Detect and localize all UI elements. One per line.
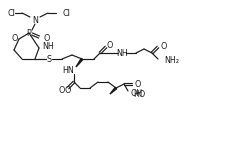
Text: NH₂: NH₂ [164,56,179,65]
Text: O: O [107,41,113,50]
Text: P: P [27,29,31,37]
Polygon shape [110,87,117,94]
Text: S: S [46,55,52,64]
Text: NH: NH [42,41,54,51]
Text: HO: HO [133,90,145,98]
Text: O: O [161,41,167,51]
Text: O: O [135,80,141,88]
Text: OH: OH [131,88,143,97]
Text: Cl: Cl [62,9,70,17]
Text: NH: NH [116,49,128,57]
Text: HN: HN [62,66,74,75]
Text: O: O [43,34,49,42]
Text: O: O [12,34,18,42]
Text: N: N [32,15,38,25]
Text: Cl: Cl [7,9,15,17]
Text: O: O [65,86,71,95]
Text: O: O [59,86,65,95]
Polygon shape [76,58,83,67]
